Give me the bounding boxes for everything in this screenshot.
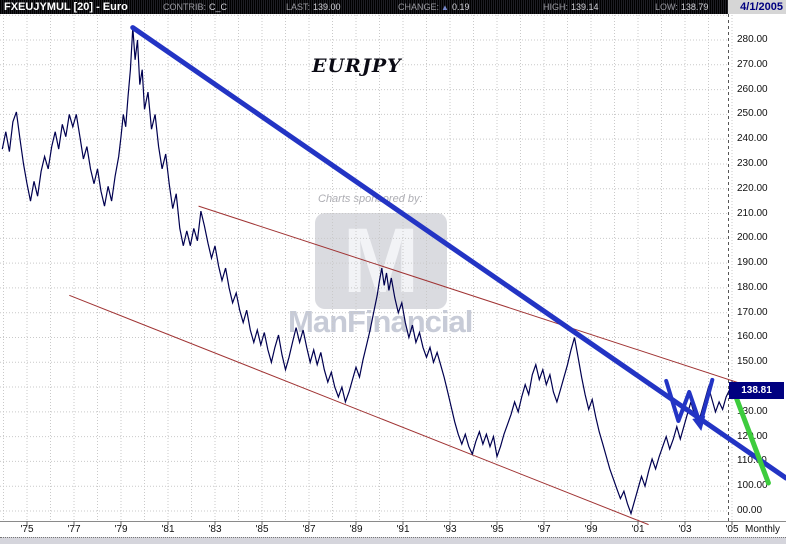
field-contrib-value: C_C bbox=[209, 2, 228, 12]
time-axis-label: '85 bbox=[255, 524, 269, 535]
price-axis-label: 260.00 bbox=[737, 83, 768, 95]
price-axis-label: 220.00 bbox=[737, 182, 768, 194]
price-axis-label: 130.00 bbox=[737, 405, 768, 417]
price-axis-label: 150.00 bbox=[737, 356, 768, 368]
price-axis-label: 120.00 bbox=[737, 430, 768, 442]
field-change-value: 0.19 bbox=[451, 2, 470, 12]
symbol-title: FXEUJYMUL [20] - Euro bbox=[4, 1, 128, 13]
price-axis-label: 160.00 bbox=[737, 331, 768, 343]
sponsor-logo-m-icon: M bbox=[342, 210, 420, 312]
field-last-value: 139.00 bbox=[313, 2, 341, 12]
price-axis-label: 190.00 bbox=[737, 257, 768, 269]
field-high: HIGH: 139.14 bbox=[543, 2, 599, 12]
field-low-value: 138.79 bbox=[680, 2, 709, 12]
field-low-label: LOW: bbox=[655, 2, 678, 12]
price-axis-label: 250.00 bbox=[737, 108, 768, 120]
price-axis-label: 00.00 bbox=[737, 505, 763, 516]
field-last: LAST: 139.00 bbox=[286, 2, 341, 12]
time-axis-label: '89 bbox=[349, 524, 363, 535]
price-axis-label: 240.00 bbox=[737, 133, 768, 145]
change-up-arrow-icon: ▲ bbox=[441, 3, 449, 12]
watermark-tagline: Charts sponsored by: bbox=[318, 193, 423, 205]
price-axis-label: 210.00 bbox=[737, 207, 768, 219]
time-axis-label: '83 bbox=[208, 524, 222, 535]
field-low: LOW: 138.79 bbox=[655, 2, 708, 12]
time-axis-label: '99 bbox=[584, 524, 598, 535]
sponsor-logo: M bbox=[315, 213, 447, 309]
field-contrib: CONTRIB: C_C bbox=[163, 2, 227, 12]
field-change: CHANGE: ▲ 0.19 bbox=[398, 2, 469, 12]
timeframe-label: Monthly bbox=[745, 524, 781, 535]
time-axis-label: '97 bbox=[537, 524, 551, 535]
time-axis-label: '95 bbox=[490, 524, 504, 535]
field-last-label: LAST: bbox=[286, 2, 311, 12]
field-change-label: CHANGE: bbox=[398, 2, 440, 12]
watermark-brand: ManFinancial bbox=[288, 304, 473, 339]
time-axis-label: '93 bbox=[443, 524, 457, 535]
time-axis-label: '05 bbox=[725, 524, 739, 535]
price-axis-label: 200.00 bbox=[737, 232, 768, 244]
bottom-strip bbox=[0, 537, 786, 544]
field-high-label: HIGH: bbox=[543, 2, 569, 12]
time-axis-label: '75 bbox=[20, 524, 34, 535]
price-axis-label: 230.00 bbox=[737, 157, 768, 169]
time-axis-label: '77 bbox=[67, 524, 81, 535]
time-axis-label: '81 bbox=[161, 524, 175, 535]
price-axis-label: 280.00 bbox=[737, 34, 768, 45]
price-axis-label: 170.00 bbox=[737, 306, 768, 318]
time-axis-label: '91 bbox=[396, 524, 410, 535]
current-price-tag: 138.81 bbox=[729, 382, 784, 399]
time-axis-label: '79 bbox=[114, 524, 128, 535]
field-high-value: 139.14 bbox=[571, 2, 599, 12]
price-axis-label: 270.00 bbox=[737, 58, 768, 70]
time-axis-label: '01 bbox=[631, 524, 645, 535]
price-axis-label: 110.00 bbox=[737, 455, 767, 467]
pair-annotation-label: EURJPY bbox=[312, 55, 402, 77]
time-axis-label: '87 bbox=[302, 524, 316, 535]
field-contrib-label: CONTRIB: bbox=[163, 2, 207, 12]
time-axis-label: '03 bbox=[678, 524, 692, 535]
price-axis-label: 180.00 bbox=[737, 281, 768, 293]
price-axis-label: 100.00 bbox=[737, 480, 768, 492]
quote-header-bar: FXEUJYMUL [20] - Euro CONTRIB: C_C LAST: 1… bbox=[0, 0, 786, 14]
chart-date: 4/1/2005 bbox=[728, 0, 786, 14]
